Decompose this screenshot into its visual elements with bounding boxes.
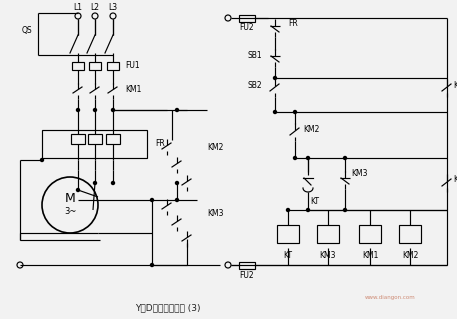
Bar [106,134,120,144]
Circle shape [175,181,179,185]
Circle shape [93,181,97,185]
Circle shape [306,156,310,160]
Text: KT: KT [310,197,319,206]
Text: www.diangon.com: www.diangon.com [365,295,415,300]
Text: KM3: KM3 [351,169,367,179]
Text: SB1: SB1 [247,50,262,60]
Text: L2: L2 [90,3,100,11]
Circle shape [293,110,297,114]
Text: 3~: 3~ [64,207,76,217]
Bar [317,225,339,243]
Circle shape [111,108,115,112]
Circle shape [17,262,23,268]
Text: L1: L1 [74,3,83,11]
Bar [72,62,84,70]
Bar [42,130,147,158]
Text: KM1: KM1 [125,85,141,94]
Text: KM3: KM3 [207,209,223,218]
Bar [239,15,255,22]
Circle shape [306,208,310,212]
Text: FU2: FU2 [239,24,254,33]
Bar [399,225,421,243]
Circle shape [175,198,179,202]
Text: SB2: SB2 [247,80,262,90]
Circle shape [76,188,80,192]
Circle shape [93,108,97,112]
Circle shape [92,13,98,19]
Text: M: M [64,191,75,204]
Text: KM1: KM1 [453,80,457,90]
Bar [107,62,119,70]
Text: Y－D起动控制电路 (3): Y－D起动控制电路 (3) [135,303,201,313]
Bar [88,134,102,144]
Circle shape [150,263,154,267]
Text: KM2: KM2 [207,144,223,152]
Text: KM1: KM1 [362,251,378,261]
Text: FR: FR [155,139,165,149]
Bar [277,225,299,243]
Text: KM3: KM3 [453,175,457,184]
Text: QS: QS [21,26,32,34]
Circle shape [273,76,277,80]
Bar [239,262,255,269]
Circle shape [110,13,116,19]
Text: FU2: FU2 [239,271,254,280]
Circle shape [150,198,154,202]
Text: KT: KT [283,251,292,261]
Text: FU1: FU1 [125,62,140,70]
Text: L3: L3 [108,3,117,11]
Circle shape [286,208,290,212]
Text: KM3: KM3 [320,251,336,261]
Circle shape [42,177,98,233]
Text: FR: FR [288,19,298,27]
Circle shape [293,156,297,160]
Circle shape [75,13,81,19]
Bar [71,134,85,144]
Circle shape [343,156,347,160]
Circle shape [225,15,231,21]
Bar [359,225,381,243]
Circle shape [343,208,347,212]
Circle shape [111,181,115,185]
Text: KM2: KM2 [303,124,319,133]
Circle shape [175,108,179,112]
Circle shape [40,158,44,162]
Bar [89,62,101,70]
Text: KM2: KM2 [402,251,418,261]
Circle shape [225,262,231,268]
Circle shape [76,108,80,112]
Circle shape [273,110,277,114]
